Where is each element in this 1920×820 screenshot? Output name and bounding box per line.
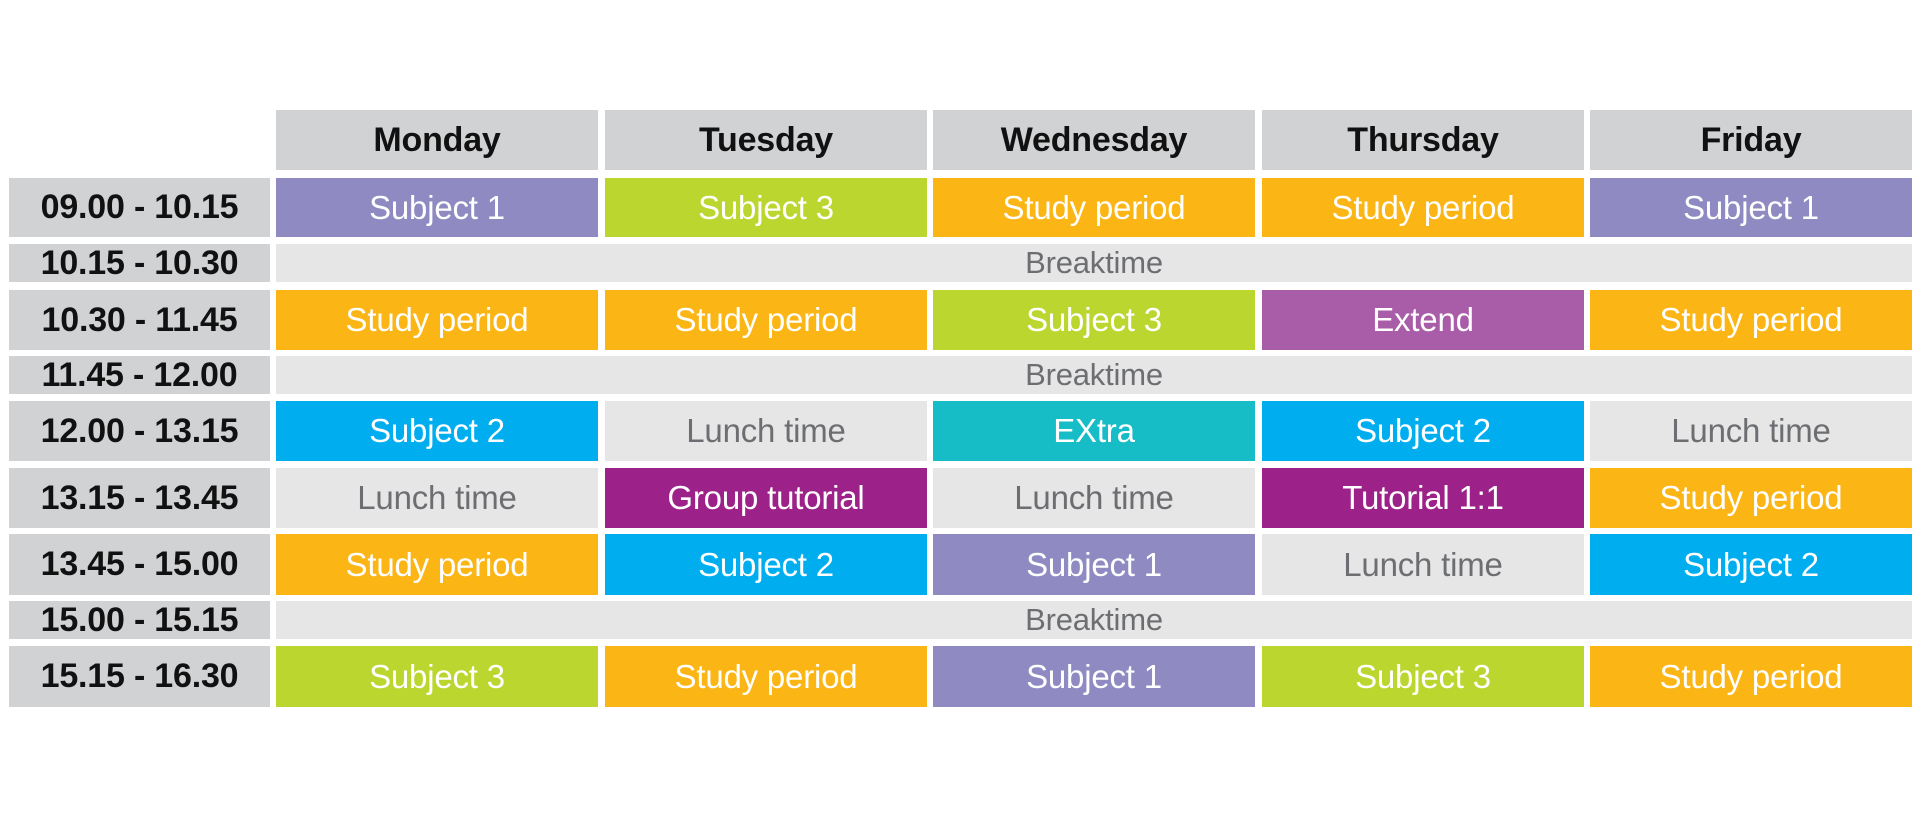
session-friday: Study period	[1590, 290, 1912, 350]
session-thursday: Study period	[1262, 178, 1584, 237]
time-slot: 15.15 - 16.30	[9, 646, 270, 707]
time-slot: 10.15 - 10.30	[9, 244, 270, 282]
session-tuesday: Study period	[605, 290, 927, 350]
session-friday: Subject 2	[1590, 534, 1912, 595]
session-tuesday: Subject 3	[605, 178, 927, 237]
session-thursday: Lunch time	[1262, 534, 1584, 595]
day-header-thursday: Thursday	[1262, 110, 1584, 170]
session-friday: Study period	[1590, 468, 1912, 528]
time-slot: 12.00 - 13.15	[9, 401, 270, 461]
session-wednesday: Lunch time	[933, 468, 1255, 528]
session-tuesday: Subject 2	[605, 534, 927, 595]
session-monday: Subject 3	[276, 646, 598, 707]
session-friday: Lunch time	[1590, 401, 1912, 461]
time-slot: 09.00 - 10.15	[9, 178, 270, 237]
session-thursday: Subject 3	[1262, 646, 1584, 707]
session-thursday: Tutorial 1:1	[1262, 468, 1584, 528]
session-monday: Subject 1	[276, 178, 598, 237]
session-monday: Lunch time	[276, 468, 598, 528]
breaktime-band: Breaktime	[276, 601, 1912, 639]
day-header-monday: Monday	[276, 110, 598, 170]
session-wednesday: Subject 1	[933, 534, 1255, 595]
session-tuesday: Lunch time	[605, 401, 927, 461]
day-header-tuesday: Tuesday	[605, 110, 927, 170]
session-wednesday: EXtra	[933, 401, 1255, 461]
breaktime-band: Breaktime	[276, 356, 1912, 394]
time-slot: 11.45 - 12.00	[9, 356, 270, 394]
session-wednesday: Subject 1	[933, 646, 1255, 707]
time-slot: 15.00 - 15.15	[9, 601, 270, 639]
breaktime-band: Breaktime	[276, 244, 1912, 282]
day-header-friday: Friday	[1590, 110, 1912, 170]
session-wednesday: Study period	[933, 178, 1255, 237]
session-thursday: Subject 2	[1262, 401, 1584, 461]
session-tuesday: Study period	[605, 646, 927, 707]
session-friday: Study period	[1590, 646, 1912, 707]
session-wednesday: Subject 3	[933, 290, 1255, 350]
day-header-wednesday: Wednesday	[933, 110, 1255, 170]
session-monday: Study period	[276, 290, 598, 350]
time-slot: 13.45 - 15.00	[9, 534, 270, 595]
session-tuesday: Group tutorial	[605, 468, 927, 528]
session-friday: Subject 1	[1590, 178, 1912, 237]
session-monday: Study period	[276, 534, 598, 595]
time-slot: 10.30 - 11.45	[9, 290, 270, 350]
session-monday: Subject 2	[276, 401, 598, 461]
time-slot: 13.15 - 13.45	[9, 468, 270, 528]
session-thursday: Extend	[1262, 290, 1584, 350]
